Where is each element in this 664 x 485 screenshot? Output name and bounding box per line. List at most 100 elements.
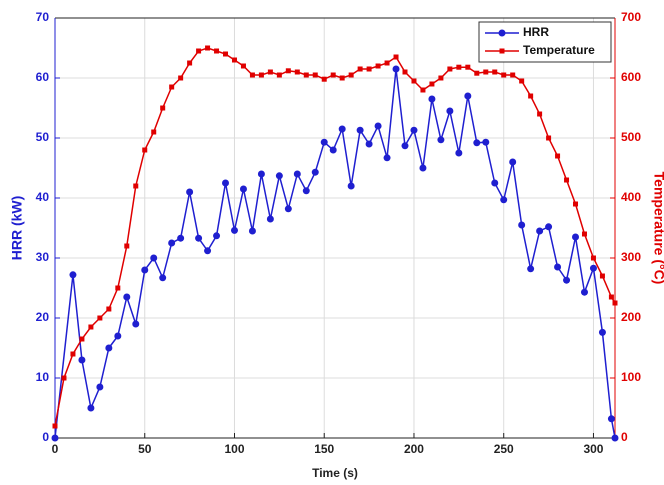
marker — [240, 63, 246, 69]
marker — [483, 69, 489, 75]
marker — [573, 201, 579, 207]
marker — [330, 72, 336, 78]
marker — [365, 140, 373, 148]
marker — [554, 263, 562, 271]
marker — [223, 51, 229, 57]
marker — [97, 315, 103, 321]
marker — [465, 64, 471, 70]
marker — [168, 239, 176, 247]
marker — [509, 158, 517, 166]
legend-label: HRR — [523, 25, 549, 39]
marker — [447, 66, 453, 72]
marker — [141, 266, 149, 274]
marker — [52, 423, 58, 429]
marker — [563, 276, 571, 284]
marker — [284, 205, 292, 213]
marker — [375, 63, 381, 69]
marker — [611, 434, 619, 442]
marker — [311, 168, 319, 176]
marker — [303, 72, 309, 78]
legend-box — [478, 21, 612, 63]
marker — [356, 126, 364, 134]
marker — [428, 95, 436, 103]
y2-tick-label: 700 — [621, 10, 641, 24]
y-tick-label: 60 — [36, 70, 50, 84]
marker — [124, 243, 130, 249]
marker — [150, 254, 158, 262]
x-tick-label: 0 — [52, 442, 59, 456]
marker — [133, 183, 139, 189]
marker — [482, 138, 490, 146]
marker — [473, 139, 481, 147]
marker — [546, 135, 552, 141]
marker — [580, 288, 588, 296]
marker — [338, 125, 346, 133]
marker — [275, 172, 283, 180]
marker — [114, 332, 122, 340]
marker — [79, 336, 85, 342]
marker — [230, 226, 238, 234]
marker — [564, 177, 570, 183]
marker — [545, 223, 553, 231]
marker — [239, 185, 247, 193]
y2-axis-label: Temperature (°C) — [651, 172, 664, 285]
marker — [302, 187, 310, 195]
marker — [519, 78, 525, 84]
marker — [537, 111, 543, 117]
marker — [527, 265, 535, 273]
marker — [491, 179, 499, 187]
marker — [69, 271, 77, 279]
y-tick-label: 30 — [36, 250, 50, 264]
marker — [393, 54, 399, 60]
y-axis-label: HRR (kW) — [9, 196, 25, 261]
marker — [248, 227, 256, 235]
y-tick-label: 10 — [36, 370, 50, 384]
marker — [438, 75, 444, 81]
marker — [492, 69, 498, 75]
marker — [160, 105, 166, 111]
marker — [437, 136, 445, 144]
marker — [151, 129, 157, 135]
marker — [321, 76, 327, 82]
marker — [87, 404, 95, 412]
marker — [329, 146, 337, 154]
marker — [590, 255, 596, 261]
marker — [96, 383, 104, 391]
marker — [598, 328, 606, 336]
marker — [518, 221, 526, 229]
marker — [599, 273, 605, 279]
marker — [115, 285, 121, 291]
marker — [455, 149, 463, 157]
marker — [132, 320, 140, 328]
marker — [456, 64, 462, 70]
marker — [607, 415, 615, 423]
x-tick-label: 100 — [224, 442, 244, 456]
marker — [88, 324, 94, 330]
marker — [320, 138, 328, 146]
marker — [581, 231, 587, 237]
marker — [500, 196, 508, 204]
plot-area — [55, 18, 615, 438]
marker — [498, 29, 506, 37]
marker — [384, 60, 390, 66]
marker — [204, 247, 212, 255]
marker — [293, 170, 301, 178]
legend-label: Temperature — [523, 43, 595, 57]
marker — [257, 170, 265, 178]
x-tick-label: 250 — [494, 442, 514, 456]
y-tick-label: 20 — [36, 310, 50, 324]
marker — [205, 45, 211, 51]
y-tick-label: 0 — [42, 430, 49, 444]
marker — [142, 147, 148, 153]
marker — [196, 48, 202, 54]
marker — [78, 356, 86, 364]
marker — [123, 293, 131, 301]
marker — [419, 164, 427, 172]
marker — [177, 234, 185, 242]
marker — [294, 69, 300, 75]
marker — [195, 234, 203, 242]
marker — [70, 351, 76, 357]
marker — [348, 72, 354, 78]
y2-tick-label: 400 — [621, 190, 641, 204]
